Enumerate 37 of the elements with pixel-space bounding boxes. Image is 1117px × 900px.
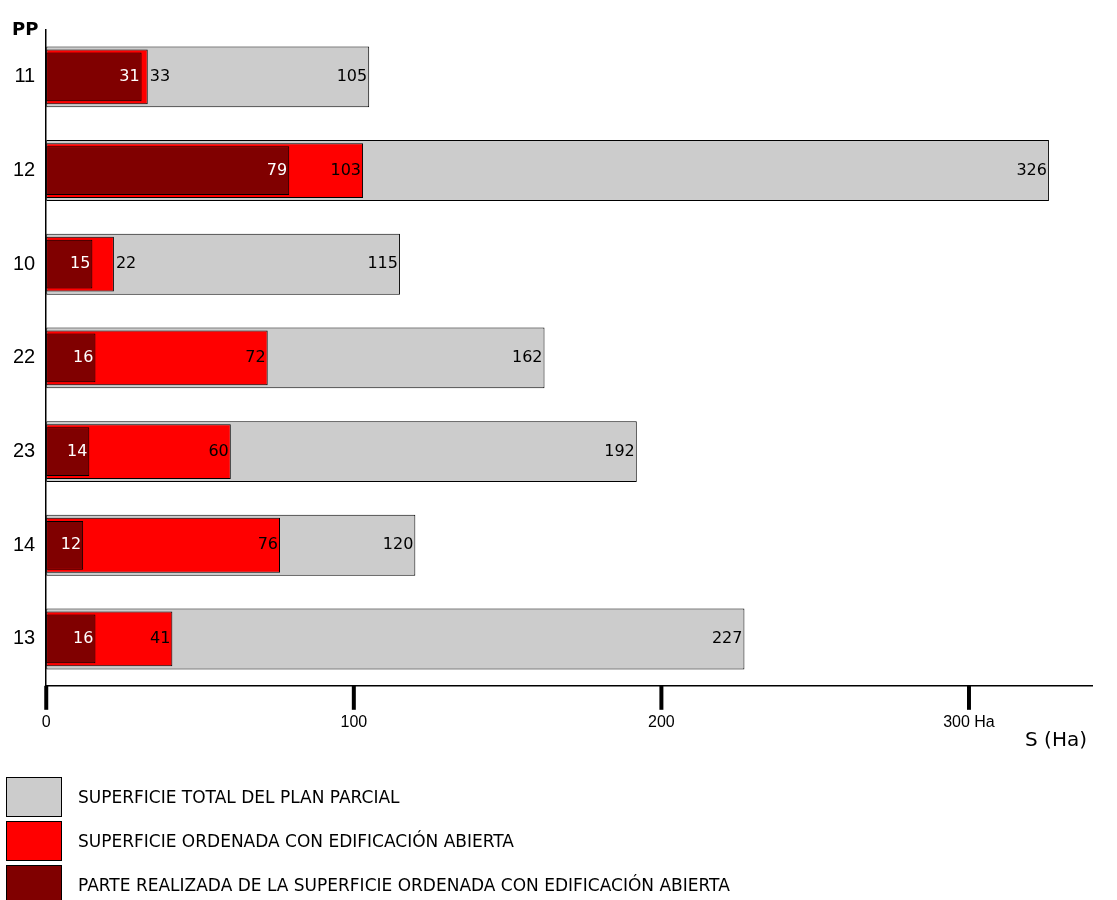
legend-label: SUPERFICIE ORDENADA CON EDIFICACIÓN ABIERTA — [78, 831, 514, 851]
y-axis-title: PP — [12, 17, 39, 39]
data-label: 22 — [115, 253, 137, 273]
data-label: 79 — [266, 159, 288, 179]
data-label: 15 — [70, 253, 91, 273]
x-tick-label: 200 — [648, 712, 675, 730]
x-tick-label: 0 — [41, 712, 51, 730]
data-label: 76 — [257, 534, 278, 554]
data-label: 60 — [208, 440, 229, 460]
x-axis-title: S (Ha) — [1025, 727, 1087, 751]
data-label: 227 — [711, 628, 743, 648]
legend-label: SUPERFICIE TOTAL DEL PLAN PARCIAL — [78, 787, 400, 807]
data-label: 72 — [245, 347, 266, 367]
data-label: 12 — [60, 534, 82, 554]
data-label: 103 — [330, 159, 362, 179]
data-label: 16 — [73, 347, 94, 367]
data-label: 105 — [336, 66, 368, 85]
y-tick-label: 12 — [13, 158, 36, 181]
x-tick-label: 100 — [340, 712, 368, 730]
data-label: 33 — [149, 66, 171, 85]
data-label: 16 — [73, 628, 94, 648]
data-label: 120 — [382, 534, 414, 554]
y-tick-label: 10 — [13, 251, 36, 274]
y-tick-label: 23 — [13, 439, 36, 462]
data-label: 326 — [1016, 159, 1047, 179]
y-tick-label: 13 — [13, 626, 36, 649]
data-label: 14 — [66, 440, 88, 460]
data-label: 115 — [367, 253, 398, 273]
y-tick-label: 22 — [13, 345, 36, 368]
y-tick-label: 11 — [14, 64, 36, 87]
legend-label: PARTE REALIZADA DE LA SUPERFICIE ORDENADA CON EDIFICACIÓN ABIERTA — [78, 875, 730, 895]
data-label: 41 — [149, 628, 171, 648]
data-label: 192 — [604, 440, 635, 460]
y-tick-label: 14 — [13, 532, 36, 555]
data-label: 31 — [119, 66, 140, 85]
data-label: 162 — [511, 347, 543, 367]
x-tick-label: 300 Ha — [943, 712, 995, 730]
